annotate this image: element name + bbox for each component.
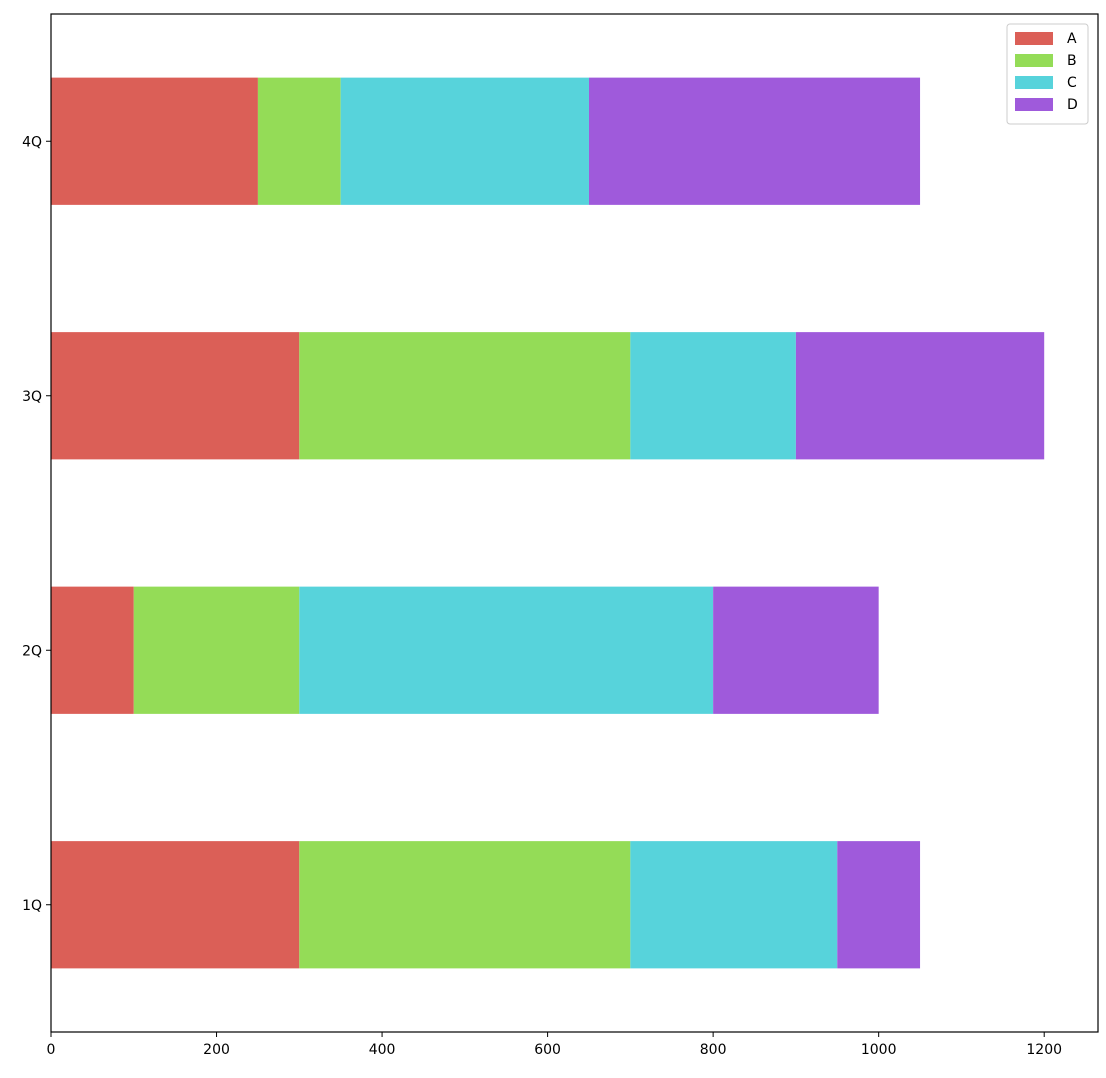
y-tick-label: 1Q — [22, 898, 42, 914]
bar-1Q-B — [299, 841, 631, 969]
plot-area-frame — [50, 13, 1099, 1033]
x-tick-label: 1000 — [861, 1042, 897, 1058]
bar-2Q-C — [299, 586, 714, 714]
bar-1Q-D — [837, 841, 921, 969]
bar-4Q-C — [340, 77, 589, 205]
bar-2Q-A — [51, 586, 134, 714]
legend-swatch-A — [1015, 32, 1053, 45]
y-tick-label: 4Q — [22, 134, 42, 150]
legend-swatch-B — [1015, 54, 1053, 67]
legend-swatch-D — [1015, 98, 1053, 111]
legend-label-A: A — [1067, 31, 1077, 47]
legend-swatch-C — [1015, 76, 1053, 89]
bar-2Q-D — [713, 586, 879, 714]
x-tick-label: 200 — [203, 1042, 230, 1058]
y-tick-label: 3Q — [22, 389, 42, 405]
bar-2Q-B — [133, 586, 300, 714]
bar-4Q-A — [51, 77, 258, 205]
x-axis: 0 200 400 600 800 1000 1200 — [47, 1032, 1062, 1058]
bar-1Q-C — [630, 841, 838, 969]
bar-4Q-B — [257, 77, 341, 205]
y-axis: 1Q 2Q 3Q 4Q — [22, 134, 51, 914]
x-tick-label: 400 — [369, 1042, 396, 1058]
legend-label-C: C — [1067, 75, 1077, 91]
legend-label-D: D — [1067, 97, 1078, 113]
x-tick-label: 1200 — [1026, 1042, 1062, 1058]
bar-1Q-A — [51, 841, 300, 969]
bar-3Q-B — [299, 332, 631, 460]
x-tick-label: 800 — [700, 1042, 727, 1058]
bar-4Q-D — [588, 77, 921, 205]
bar-3Q-A — [51, 332, 300, 460]
x-tick-label: 600 — [534, 1042, 561, 1058]
bars-layer — [51, 77, 1045, 969]
x-tick-label: 0 — [47, 1042, 56, 1058]
bar-3Q-C — [630, 332, 796, 460]
bar-3Q-D — [795, 332, 1045, 460]
legend-label-B: B — [1067, 53, 1077, 69]
y-tick-label: 2Q — [22, 643, 42, 659]
